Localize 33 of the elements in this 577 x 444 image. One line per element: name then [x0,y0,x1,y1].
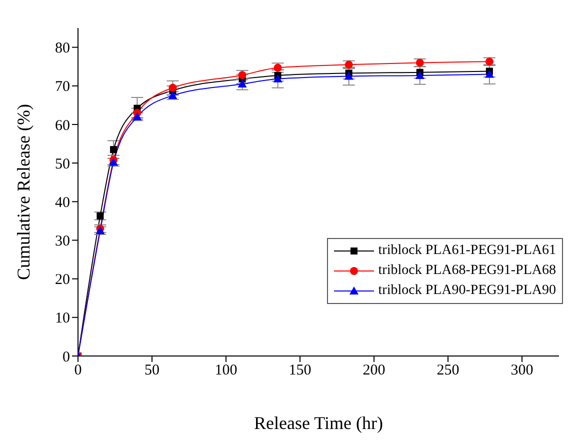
point [415,70,424,79]
y-tick-label: 0 [62,349,70,366]
x-tick-label: 200 [362,362,386,379]
x-tick-label: 150 [288,362,312,379]
point [344,72,354,80]
y-tick-label: 60 [55,118,70,134]
point [416,58,424,67]
point [238,79,247,88]
y-tick-label: 20 [55,272,70,288]
y-tick-label: 70 [55,79,70,96]
point [273,74,282,82]
y-tick-label: 50 [55,156,70,172]
point [96,212,104,220]
x-axis-title: Release Time (hr) [254,412,383,433]
y-tick-label: 40 [55,194,70,211]
x-tick-label: 0 [74,362,82,379]
point [484,70,494,78]
x-tick-label: 300 [510,362,534,379]
point [344,60,353,69]
legend-label: triblock PLA61-PEG91-PLA61 [378,243,556,259]
point [485,58,494,66]
y-tick-label: 80 [55,40,70,57]
x-tick-label: 250 [436,362,460,379]
x-tick-label: 50 [144,362,160,379]
x-tick-label: 100 [214,362,238,379]
legend-label: triblock PLA90-PEG91-PLA90 [378,283,556,299]
y-tick-label: 30 [55,234,70,250]
y-axis-title: Cumulative Release (%) [13,104,34,280]
y-tick-label: 10 [55,310,70,327]
point [110,146,118,154]
point [168,84,177,92]
legend-label: triblock PLA68-PEG91-PLA68 [378,263,556,279]
point [168,91,178,100]
